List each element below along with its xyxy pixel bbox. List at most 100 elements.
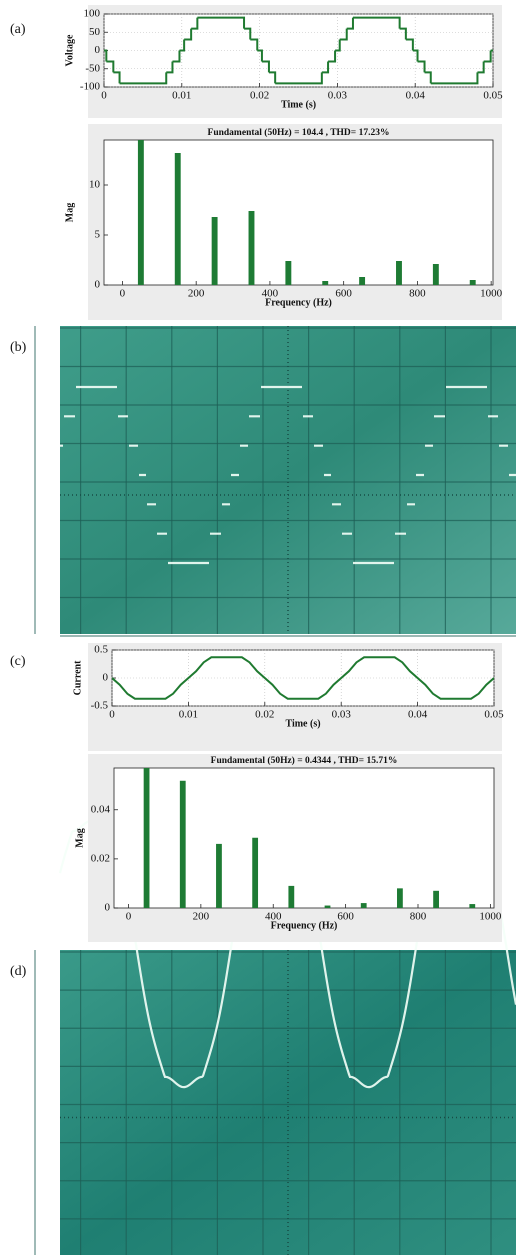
line-step [179, 39, 186, 52]
bar [469, 280, 476, 285]
line-step [104, 49, 108, 62]
y-tick-label: -0.5 [91, 700, 109, 712]
bar [432, 264, 439, 285]
plot-area [113, 767, 495, 909]
line-step [430, 72, 479, 85]
bar [397, 888, 403, 908]
x-tick-label: 200 [193, 911, 210, 923]
bar [360, 903, 367, 908]
bar [285, 261, 292, 285]
x-tick-label: 0.02 [250, 90, 269, 102]
bar [288, 885, 295, 908]
line-step [268, 71, 277, 84]
line-step [197, 16, 246, 29]
line-step [405, 38, 414, 51]
scope-screen [60, 326, 516, 634]
line-step [339, 28, 348, 41]
x-tick-label: 0.02 [255, 709, 274, 721]
bar [359, 277, 366, 285]
line-step [257, 49, 263, 62]
line-step [399, 27, 407, 40]
bar [174, 153, 181, 285]
line-step [261, 60, 270, 73]
y-tick-label: 0 [103, 672, 109, 684]
chart-title: Fundamental (50Hz) = 104.4 , THD= 17.23% [208, 127, 390, 138]
y-axis-label: Mag [74, 828, 85, 847]
x-tick-label: 0.04 [408, 709, 428, 721]
y-tick-label: 10 [89, 179, 101, 191]
x-axis-label: Frequency (Hz) [271, 920, 338, 931]
line-step [119, 72, 168, 85]
y-tick-label: 0 [95, 44, 101, 56]
chart: 0 200 400 600 800 1000 0 0.02 0.04 Fundamental (5… [74, 754, 502, 942]
scope-trace [60, 385, 516, 565]
line-step [335, 39, 341, 52]
x-tick-label: 0.05 [484, 709, 504, 721]
chart: 0 200 400 600 800 1000 0 5 10 Fundamental (50Hz) … [64, 124, 503, 320]
bar [143, 768, 150, 908]
x-tick-label: 600 [335, 288, 352, 300]
y-axis-label: Mag [64, 203, 75, 222]
y-axis-label: Voltage [64, 34, 75, 66]
x-axis-label: Time (s) [281, 99, 316, 110]
panel-label: (c) [10, 654, 26, 669]
chart: 0 0.01 0.02 0.03 0.04 0.05 -100 -50 0 50 100 Time (… [64, 5, 503, 118]
line-step [113, 71, 121, 84]
panel-label: (d) [10, 964, 27, 979]
bar [248, 211, 255, 285]
x-tick-label: 1000 [479, 911, 502, 923]
x-tick-label: 0 [109, 709, 115, 721]
x-tick-label: 400 [262, 288, 279, 300]
bar [216, 843, 222, 908]
y-tick-label: 50 [89, 26, 101, 38]
line-step [166, 61, 174, 74]
line-step [417, 60, 426, 73]
y-tick-label: 0.04 [91, 803, 111, 815]
x-tick-label: 200 [188, 288, 205, 300]
x-tick-label: 0 [120, 288, 126, 300]
x-tick-label: 0.05 [483, 90, 503, 102]
bar [396, 261, 402, 285]
plot-marks [137, 140, 476, 285]
x-tick-label: 0.03 [332, 709, 352, 721]
plot-marks [104, 16, 493, 85]
x-axis-label: Frequency (Hz) [265, 297, 332, 308]
line-step [424, 71, 432, 84]
plot-marks [112, 656, 494, 700]
x-tick-label: 0.03 [328, 90, 348, 102]
chart-title: Fundamental (50Hz) = 0.4344 , THD= 15.71… [211, 755, 398, 766]
panel-label: (b) [10, 340, 27, 355]
x-tick-label: 0.01 [179, 709, 198, 721]
x-tick-label: 400 [265, 911, 282, 923]
y-tick-label: 5 [95, 229, 101, 241]
bar [211, 217, 218, 285]
line-step [106, 60, 115, 73]
y-tick-label: 0.5 [94, 644, 108, 656]
line-step [244, 27, 252, 40]
x-tick-label: 800 [409, 288, 426, 300]
plot-area [103, 139, 494, 286]
bar [179, 780, 186, 908]
x-tick-label: 0 [101, 90, 107, 102]
oscilloscope-photo [34, 326, 516, 637]
x-tick-label: 1000 [480, 288, 503, 300]
line-step [346, 17, 354, 30]
line-step [250, 38, 259, 51]
x-tick-label: 0.04 [406, 90, 426, 102]
line-step [321, 61, 330, 74]
x-tick-label: 600 [337, 911, 354, 923]
y-tick-label: -50 [85, 62, 100, 74]
line-step [328, 50, 337, 63]
line-step [352, 16, 401, 29]
x-tick-label: 800 [410, 911, 427, 923]
y-tick-label: 0 [95, 279, 101, 291]
y-tick-label: 100 [84, 8, 101, 20]
line-step [172, 50, 181, 63]
y-tick-label: 0.02 [91, 852, 110, 864]
bar [137, 140, 144, 285]
plot-marks [143, 768, 476, 908]
line-step [275, 72, 323, 85]
bar [322, 281, 329, 285]
